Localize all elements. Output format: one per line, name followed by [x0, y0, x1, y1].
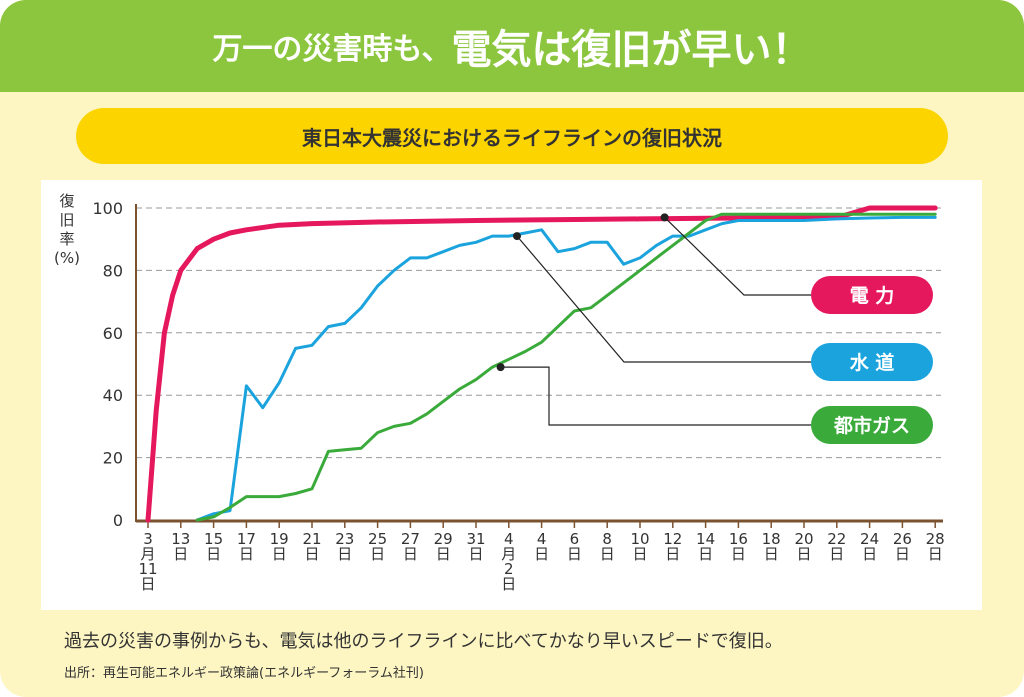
x-tick-label-16: 12 日 — [663, 530, 682, 563]
x-tick-label-1: 13 日 — [171, 530, 190, 563]
x-tick-label-23: 26 日 — [893, 530, 912, 563]
footer-caption: 過去の災害の事例からも、電気は他のライフラインに比べてかなり早いスピードで復旧。 — [64, 631, 783, 652]
header-title-part1: 万一の災害時も、 — [212, 32, 452, 67]
footer-source: 出所：再生可能エネルギー政策論(エネルギーフォーラム社刊) — [64, 666, 424, 681]
legend-electricity-badge — [811, 276, 933, 314]
y-axis-label-part-1: 旧 — [59, 211, 74, 229]
x-tick-label-4: 19 日 — [270, 530, 289, 563]
leader-line-water — [516, 235, 816, 363]
y-tick-label-0: 0 — [113, 511, 123, 530]
x-tick-label-3: 17 日 — [237, 530, 256, 563]
x-tick-label-24: 28 日 — [926, 530, 945, 563]
y-tick-label-80: 80 — [103, 261, 123, 280]
x-tick-label-17: 14 日 — [696, 530, 715, 563]
x-tick-label-9: 29 日 — [434, 530, 453, 563]
y-axis-label-part-2: 率 — [59, 230, 74, 248]
x-tick-label-2: 15 日 — [204, 530, 223, 563]
x-tick-label-19: 18 日 — [762, 530, 781, 563]
legend-gas-badge — [811, 406, 933, 444]
x-tick-label-7: 25 日 — [368, 530, 387, 563]
x-tick-label-21: 22 日 — [827, 530, 846, 563]
series-line-water — [195, 215, 937, 522]
chart-panel: 0 20 40 60 80 100 復旧率 (%) 3 月 11 日 13 日 15 日 17 日 19 日 21 日 23… — [41, 180, 982, 610]
y-axis-label-part-3: (%) — [54, 249, 80, 267]
x-tick-label-6: 23 日 — [335, 530, 354, 563]
marker-dot-gas — [496, 363, 505, 372]
legend-water-badge — [811, 343, 933, 381]
marker-dot-electricity — [660, 213, 669, 222]
x-tick-label-15: 10 日 — [630, 530, 649, 563]
leader-line-electricity — [664, 216, 816, 296]
x-tick-label-18: 16 日 — [729, 530, 748, 563]
x-tick-label-5: 21 日 — [302, 530, 321, 563]
x-tick-label-0: 3 月 11 日 — [138, 530, 157, 593]
legend-water-label: 水 道 — [850, 351, 895, 374]
x-tick-label-10: 31 日 — [466, 530, 485, 563]
y-tick-label-40: 40 — [103, 386, 123, 405]
legend-electricity-label: 電 力 — [850, 284, 895, 307]
lifeline-recovery-chart: 0 20 40 60 80 100 復旧率(%) 3 月 11 日 13 日 15 日 17 日 19 日 21 日 23… — [54, 192, 945, 593]
chart-title: 東日本大震災におけるライフラインの復旧状況 — [76, 108, 948, 164]
legend-gas-label: 都市ガス — [833, 414, 910, 437]
series-line-electricity — [145, 205, 938, 523]
leader-line-gas — [500, 366, 816, 426]
x-tick-label-20: 20 日 — [794, 530, 813, 563]
marker-dot-water — [513, 232, 521, 241]
x-tick-label-22: 24 日 — [860, 530, 879, 563]
header-title-part2: 電気は復旧が早い！ — [451, 27, 812, 73]
header-banner: 万一の災害時も、 電気は復旧が早い！ — [0, 0, 1024, 92]
x-tick-label-8: 27 日 — [401, 530, 420, 563]
y-tick-label-60: 60 — [103, 324, 123, 343]
y-tick-label-20: 20 — [103, 449, 123, 468]
y-tick-label-100: 100 — [92, 199, 123, 218]
y-axis-label-part-0: 復 — [59, 192, 74, 210]
